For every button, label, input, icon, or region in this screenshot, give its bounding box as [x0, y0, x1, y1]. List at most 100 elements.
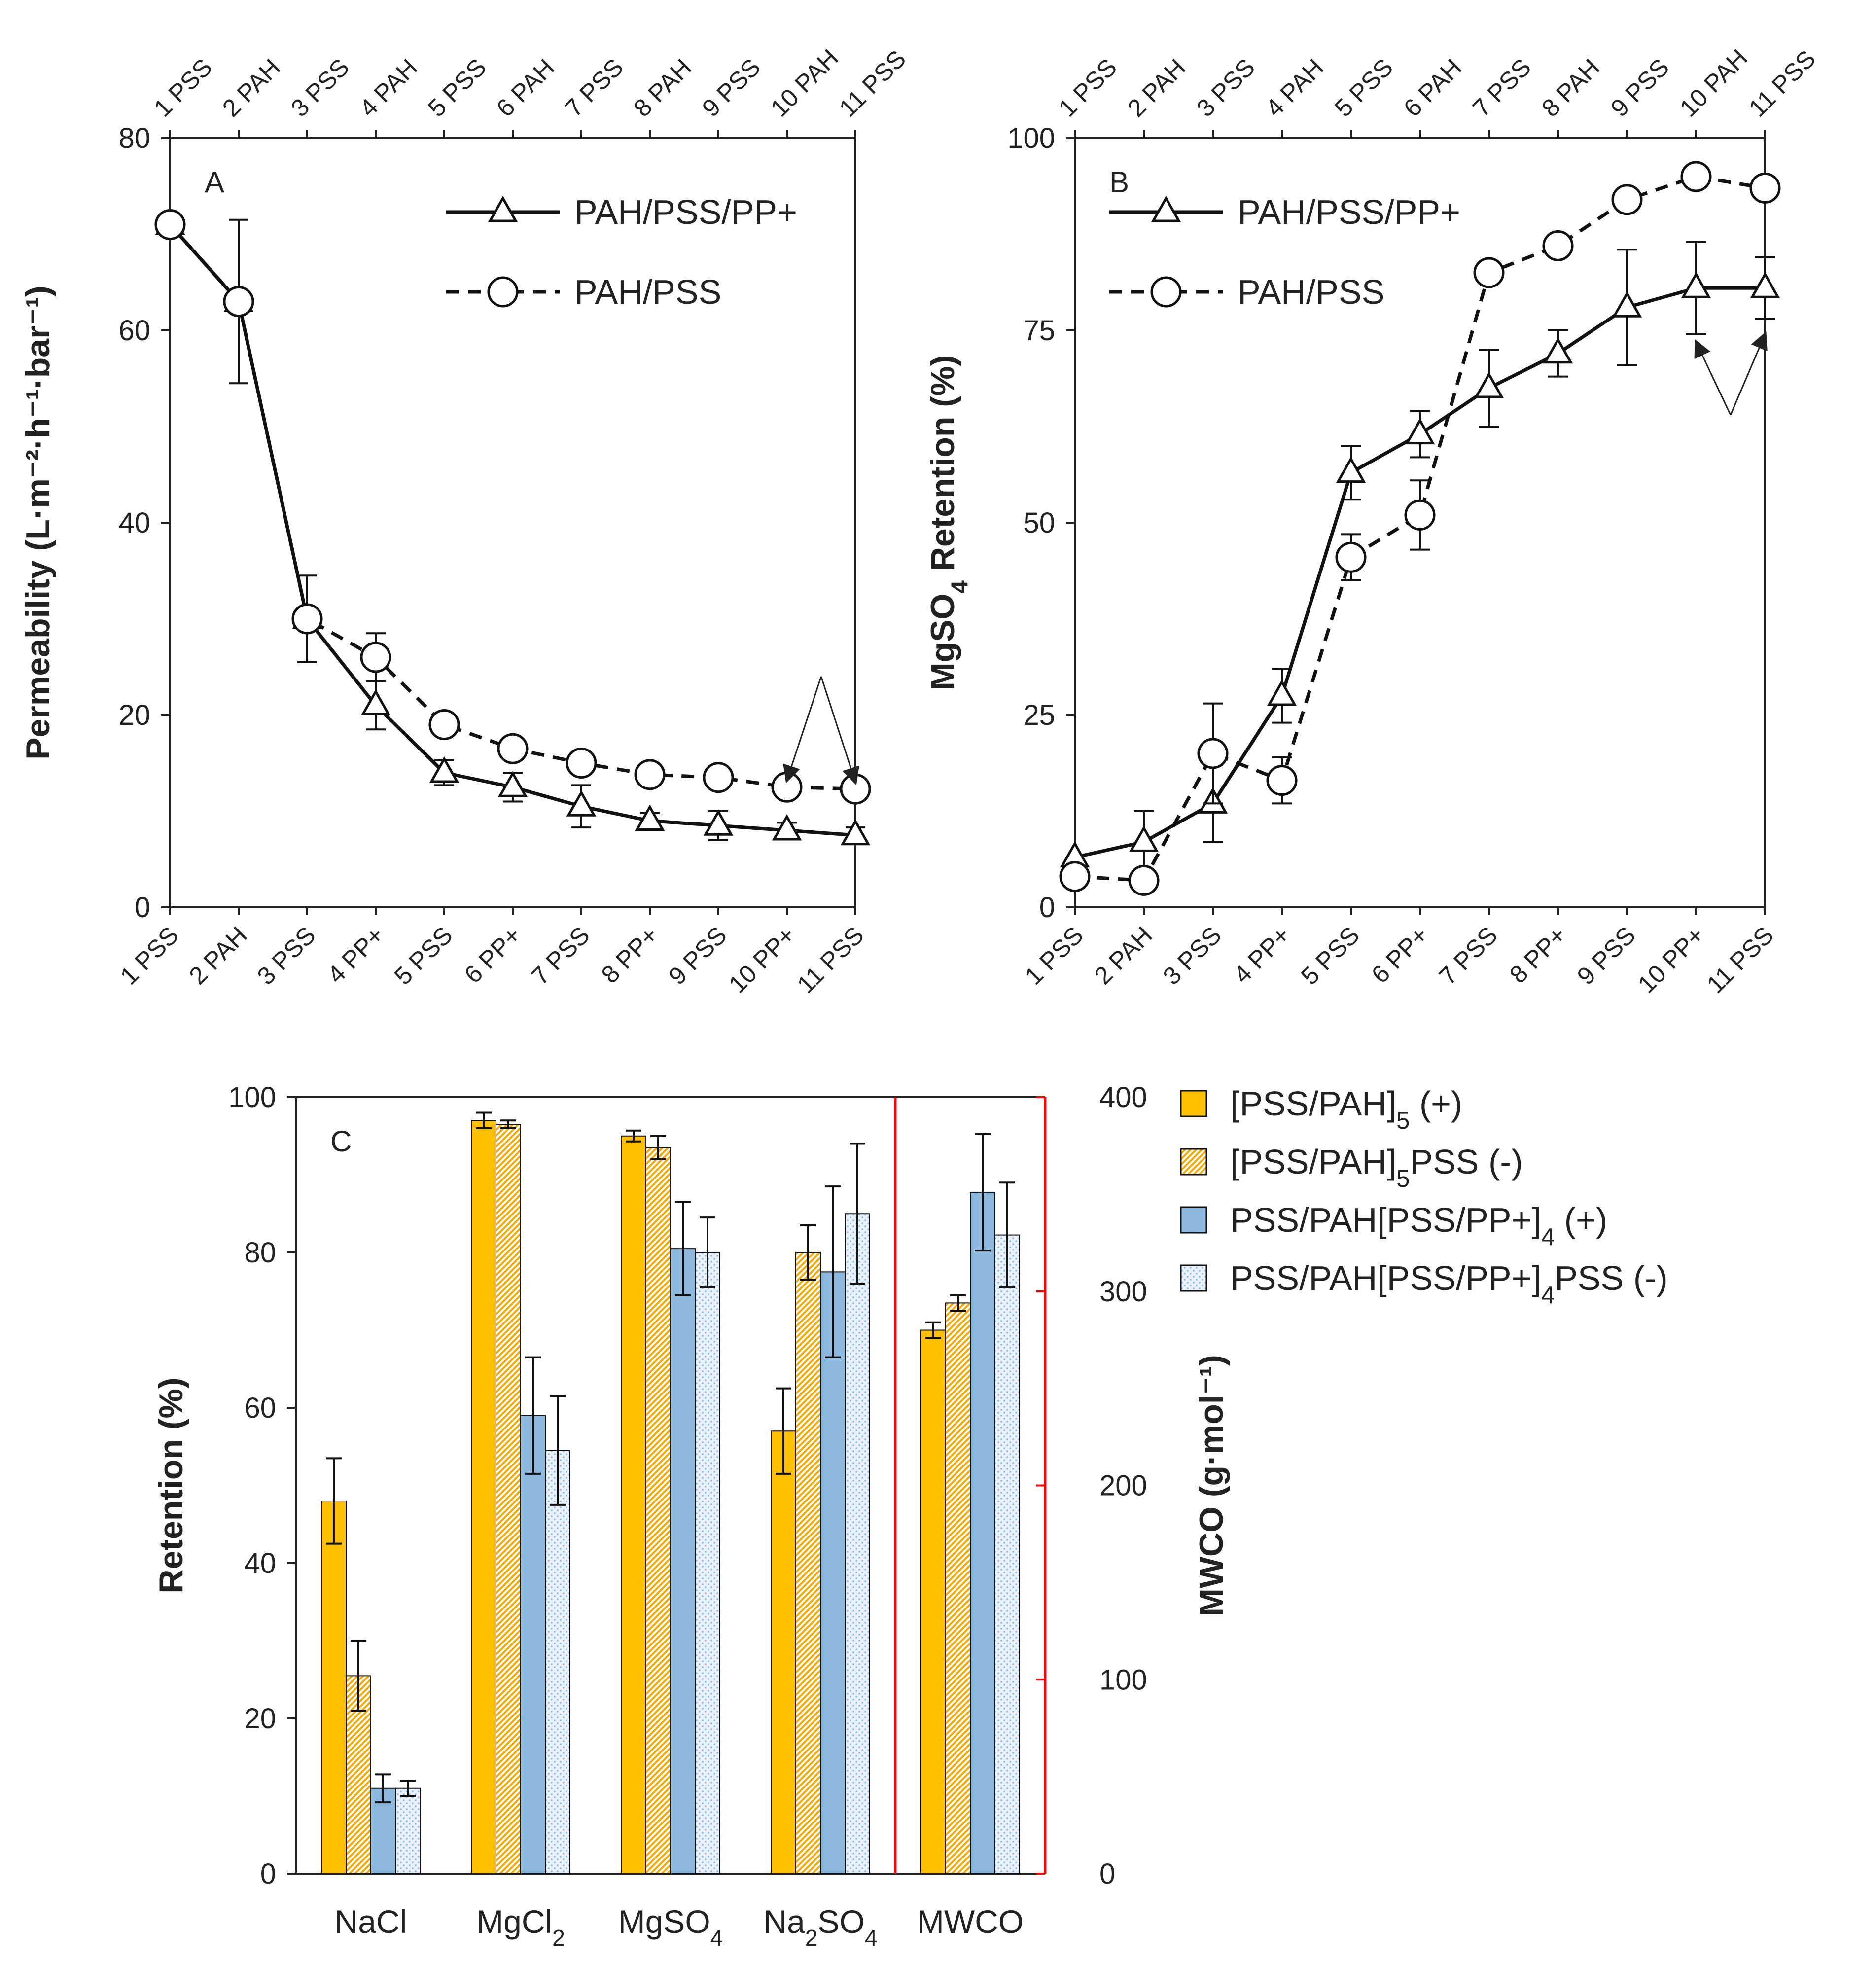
data-point-triangle: [497, 771, 528, 797]
data-point-circle: [1404, 499, 1436, 531]
top-tick-label: 6 PAH: [491, 54, 560, 122]
legend-label: [PSS/PAH]5 (+): [1230, 1084, 1462, 1134]
bottom-tick-label: 7 PSS: [1434, 921, 1503, 990]
bottom-tick-label: 11 PSS: [792, 921, 869, 999]
legend-marker-triangle: [1151, 195, 1181, 222]
bar: [994, 1234, 1020, 1874]
panel-label: B: [1109, 166, 1129, 199]
category-label: Na2SO4: [763, 1903, 877, 1951]
bar: [945, 1302, 971, 1874]
data-point-triangle: [360, 689, 391, 715]
data-point-circle: [1680, 161, 1712, 192]
top-tick-label: 10 PAH: [765, 44, 844, 122]
top-tick-label: 1 PSS: [148, 53, 217, 122]
data-point-triangle: [1267, 679, 1297, 706]
legend-label: [PSS/PAH]5PSS (-): [1230, 1143, 1523, 1192]
bottom-tick-label: 9 PSS: [663, 921, 732, 990]
legend-label: PSS/PAH[PSS/PP+]4 (+): [1230, 1201, 1607, 1250]
data-point-circle: [154, 209, 186, 240]
data-point-circle: [1335, 541, 1367, 573]
right-tick-label: 400: [1099, 1081, 1147, 1113]
top-tick-label: 6 PAH: [1398, 54, 1467, 122]
legend-label: PAH/PSS/PP+: [574, 193, 797, 231]
data-point-circle: [1611, 184, 1643, 215]
y-tick-label: 40: [244, 1547, 276, 1579]
y-tick-label: 0: [260, 1858, 276, 1890]
data-point-circle: [223, 286, 254, 317]
top-tick-label: 10 PAH: [1674, 44, 1753, 122]
series-line-triangle: [1074, 286, 1765, 859]
series-triangle: [1060, 241, 1780, 874]
data-point-circle: [1197, 738, 1229, 769]
bar: [520, 1415, 546, 1874]
y-tick-label: 20: [118, 699, 150, 731]
bar: [645, 1147, 671, 1874]
data-point-triangle: [1405, 418, 1435, 445]
top-tick-label: 4 PAH: [354, 54, 423, 122]
data-point-triangle: [1612, 291, 1642, 318]
y-tick-label: 60: [118, 315, 150, 347]
legend-label: PAH/PSS/PP+: [1238, 193, 1460, 231]
annotation-arrow: [820, 676, 859, 786]
bar: [471, 1120, 496, 1874]
legend-swatch: [1180, 1206, 1207, 1234]
top-tick-label: 2 PAH: [217, 54, 285, 122]
data-point-circle: [566, 748, 597, 779]
data-point-triangle: [1129, 825, 1159, 852]
top-tick-label: 1 PSS: [1053, 53, 1122, 122]
data-point-circle: [428, 709, 460, 740]
y-tick-label: 80: [118, 122, 150, 154]
data-point-triangle: [1681, 272, 1711, 298]
legend-swatch: [1180, 1090, 1207, 1117]
data-point-circle: [1749, 172, 1781, 204]
annotation-arrow: [1730, 331, 1768, 416]
panel-c-retention-bar-chart: C 0 20 40 60 80 100 0 100 200 300 400 Retention (%) M…: [152, 1081, 1668, 1951]
bottom-tick-label: 6 PP+: [459, 921, 527, 989]
y-tick-label: 80: [244, 1237, 276, 1269]
y-axis-title: MgSO4 Retention (%): [924, 355, 973, 690]
annotation-arrow: [1694, 339, 1732, 416]
data-point-triangle: [1543, 337, 1573, 364]
y-tick-label: 40: [118, 507, 150, 539]
bar: [795, 1252, 821, 1874]
bottom-tick-label: 7 PSS: [526, 921, 595, 990]
top-tick-label: 3 PSS: [1191, 53, 1260, 122]
bottom-tick-label: 2 PAH: [184, 921, 252, 990]
right-tick-label: 300: [1099, 1276, 1147, 1308]
data-point-circle: [1266, 765, 1298, 796]
data-point-circle: [703, 762, 734, 793]
y-axis-title: Retention (%): [152, 1377, 190, 1593]
bar: [695, 1252, 720, 1874]
right-tick-label: 200: [1099, 1470, 1147, 1502]
bar: [970, 1191, 995, 1874]
legend-swatch: [1180, 1148, 1207, 1176]
y-tick-label: 0: [135, 892, 150, 924]
y-tick-label: 60: [244, 1392, 276, 1424]
data-point-triangle: [840, 819, 871, 846]
bottom-tick-label: 5 PSS: [1296, 921, 1365, 990]
top-tick-label: 5 PSS: [423, 53, 492, 122]
bottom-tick-label: 8 PP+: [596, 921, 664, 989]
top-tick-label: 2 PAH: [1122, 54, 1191, 122]
top-tick-label: 5 PSS: [1329, 53, 1398, 122]
bottom-tick-label: 10 PP+: [723, 921, 801, 999]
data-point-circle: [497, 733, 529, 764]
top-tick-label: 7 PSS: [1467, 53, 1536, 122]
bar: [771, 1430, 796, 1874]
data-point-triangle: [1750, 272, 1780, 298]
data-point-triangle: [1474, 371, 1504, 398]
data-point-triangle: [772, 814, 802, 841]
right-tick-label: 100: [1099, 1664, 1147, 1696]
bar: [395, 1787, 421, 1874]
top-tick-label: 7 PSS: [560, 53, 629, 122]
data-point-circle: [1128, 864, 1160, 896]
top-tick-label: 11 PSS: [1743, 45, 1821, 122]
data-point-triangle: [566, 790, 597, 817]
bottom-tick-label: 1 PSS: [1020, 921, 1089, 990]
legend-marker-triangle: [488, 195, 518, 222]
legend-swatch: [1180, 1264, 1207, 1292]
bottom-tick-label: 10 PP+: [1632, 921, 1710, 999]
bar: [845, 1213, 870, 1874]
bar: [545, 1450, 570, 1874]
